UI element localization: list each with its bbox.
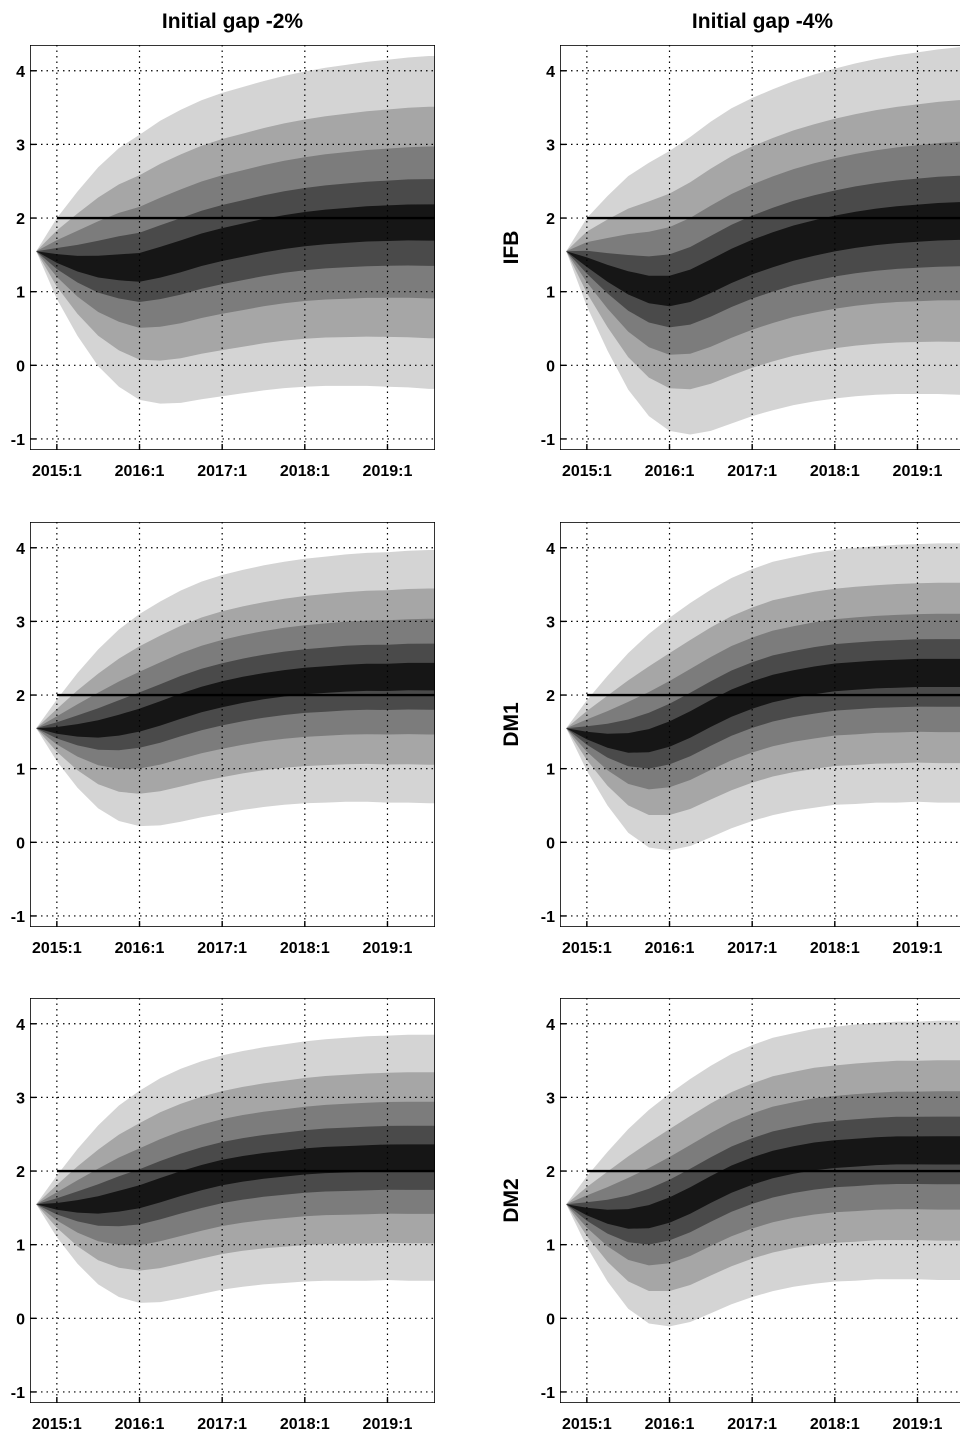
y-tick-label: 3 <box>16 1090 25 1107</box>
y-tick-label: -1 <box>11 1385 25 1402</box>
plot-area <box>560 45 960 450</box>
x-tick-label: 2016:1 <box>645 1416 695 1433</box>
figure-labels: Initial gap -2% Initial gap -4% IFB DM1 DM2 <box>162 10 834 1223</box>
y-tick-label: 0 <box>546 1311 555 1328</box>
x-tick-label: 2017:1 <box>727 1416 777 1433</box>
fan-band <box>566 1136 960 1229</box>
y-tick-label: 1 <box>16 1238 25 1255</box>
y-tick-label: 4 <box>546 1017 555 1034</box>
fan-band <box>36 662 435 738</box>
y-tick-label: 0 <box>16 358 25 375</box>
row-label: DM2 <box>500 1178 523 1222</box>
x-tick-label: 2015:1 <box>32 1416 82 1433</box>
x-tick-label: 2018:1 <box>810 463 860 480</box>
x-tick-label: 2017:1 <box>727 940 777 957</box>
x-tick-label: 2018:1 <box>280 1416 330 1433</box>
chart-panels: 4 3 2 1 0 -1 2015:1 2016:1 2017:1 2018:1 2019:1 4 3 2… <box>11 45 960 1433</box>
y-tick-label: 0 <box>16 835 25 852</box>
y-tick-label: 2 <box>16 688 25 705</box>
x-tick-label: 2019:1 <box>363 463 413 480</box>
y-tick-label: 1 <box>546 1238 555 1255</box>
x-tick-label: 2016:1 <box>115 463 165 480</box>
y-tick-label: 4 <box>16 541 25 558</box>
x-tick-label: 2019:1 <box>893 1416 943 1433</box>
chart-panel: 4 3 2 1 0 -1 2015:1 2016:1 2017:1 2018:1 2019:1 <box>541 45 960 480</box>
chart-panel: 4 3 2 1 0 -1 2015:1 2016:1 2017:1 2018:1 2019:1 <box>541 522 960 957</box>
chart-panel: 4 3 2 1 0 -1 2015:1 2016:1 2017:1 2018:1 2019:1 <box>11 522 435 957</box>
chart-panel: 4 3 2 1 0 -1 2015:1 2016:1 2017:1 2018:1 2019:1 <box>11 998 435 1433</box>
x-tick-label: 2016:1 <box>115 940 165 957</box>
fan-band <box>36 1144 435 1214</box>
row-label: DM1 <box>500 702 523 747</box>
x-tick-label: 2015:1 <box>562 940 612 957</box>
y-tick-label: 1 <box>16 285 25 302</box>
y-tick-label: 4 <box>16 1017 25 1034</box>
x-tick-label: 2018:1 <box>280 940 330 957</box>
fan-band <box>36 204 435 282</box>
plot-area <box>30 45 435 450</box>
y-tick-label: -1 <box>11 432 25 449</box>
x-tick-label: 2016:1 <box>645 463 695 480</box>
y-tick-label: 3 <box>546 137 555 154</box>
chart-panel: 4 3 2 1 0 -1 2015:1 2016:1 2017:1 2018:1 2019:1 <box>11 45 435 480</box>
y-tick-label: 3 <box>16 614 25 631</box>
y-tick-label: 4 <box>16 64 25 81</box>
x-tick-label: 2017:1 <box>727 463 777 480</box>
x-tick-label: 2015:1 <box>562 463 612 480</box>
y-tick-label: 1 <box>16 762 25 779</box>
row-label: IFB <box>500 231 523 265</box>
x-tick-label: 2019:1 <box>363 1416 413 1433</box>
x-tick-label: 2019:1 <box>893 940 943 957</box>
y-tick-label: 3 <box>16 137 25 154</box>
y-tick-label: 1 <box>546 762 555 779</box>
fan-band <box>566 202 960 307</box>
y-tick-label: 2 <box>546 211 555 228</box>
x-tick-label: 2015:1 <box>32 463 82 480</box>
fan-band <box>566 658 960 753</box>
x-tick-label: 2018:1 <box>810 1416 860 1433</box>
y-tick-label: 0 <box>546 835 555 852</box>
x-tick-label: 2017:1 <box>197 463 247 480</box>
x-tick-label: 2016:1 <box>645 940 695 957</box>
x-tick-label: 2016:1 <box>115 1416 165 1433</box>
y-tick-label: 4 <box>546 541 555 558</box>
y-tick-label: 2 <box>16 211 25 228</box>
plot-area <box>30 522 435 927</box>
plot-area <box>30 998 435 1403</box>
y-tick-label: -1 <box>541 432 555 449</box>
y-tick-label: -1 <box>541 1385 555 1402</box>
x-tick-label: 2017:1 <box>197 1416 247 1433</box>
y-tick-label: -1 <box>541 909 555 926</box>
column-title: Initial gap -4% <box>692 10 834 33</box>
x-tick-label: 2017:1 <box>197 940 247 957</box>
y-tick-label: 3 <box>546 1090 555 1107</box>
x-tick-label: 2019:1 <box>363 940 413 957</box>
plot-area <box>560 998 960 1403</box>
y-tick-label: 2 <box>546 688 555 705</box>
x-tick-label: 2015:1 <box>32 940 82 957</box>
x-tick-label: 2018:1 <box>810 940 860 957</box>
x-tick-label: 2015:1 <box>562 1416 612 1433</box>
plot-area <box>560 522 960 927</box>
y-tick-label: 0 <box>16 1311 25 1328</box>
chart-panel: 4 3 2 1 0 -1 2015:1 2016:1 2017:1 2018:1 2019:1 <box>541 998 960 1433</box>
y-tick-label: 4 <box>546 64 555 81</box>
y-tick-label: 2 <box>546 1164 555 1181</box>
y-tick-label: 0 <box>546 358 555 375</box>
x-tick-label: 2018:1 <box>280 463 330 480</box>
y-tick-label: -1 <box>11 909 25 926</box>
y-tick-label: 1 <box>546 285 555 302</box>
column-title: Initial gap -2% <box>162 10 304 33</box>
y-tick-label: 3 <box>546 614 555 631</box>
x-tick-label: 2019:1 <box>893 463 943 480</box>
y-tick-label: 2 <box>16 1164 25 1181</box>
